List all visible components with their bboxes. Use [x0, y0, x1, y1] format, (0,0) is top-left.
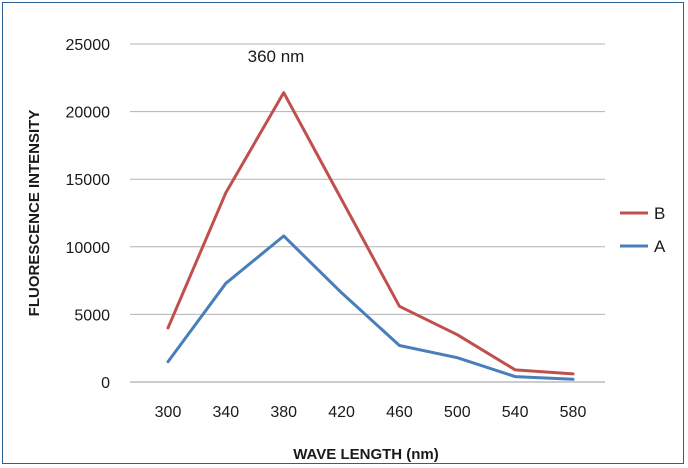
x-axis-ticks: 300 340 380 420 460 500 540 580	[155, 404, 587, 421]
x-tick-label: 420	[328, 404, 355, 421]
y-tick-label: 20000	[66, 105, 111, 122]
y-tick-label: 5000	[74, 307, 110, 324]
x-tick-label: 580	[560, 404, 587, 421]
x-tick-label: 460	[386, 404, 413, 421]
chart-frame	[2, 2, 684, 464]
y-axis-title: FLUORESCENCE INTENSITY	[26, 110, 43, 317]
series-lines	[166, 91, 575, 381]
legend: BA	[620, 204, 666, 256]
series-line-A	[166, 234, 575, 381]
gridlines	[130, 43, 605, 315]
x-tick-label: 300	[155, 404, 182, 421]
series-line-B	[166, 91, 575, 376]
x-axis-title: WAVE LENGTH (nm)	[293, 446, 439, 463]
x-tick-label: 540	[502, 404, 529, 421]
x-tick-label: 500	[444, 404, 471, 421]
x-tick-label: 380	[270, 404, 297, 421]
y-tick-label: 0	[101, 375, 110, 392]
y-tick-label: 10000	[66, 240, 111, 257]
legend-label-B: B	[654, 204, 665, 223]
legend-label-A: A	[654, 237, 666, 256]
y-tick-label: 15000	[66, 172, 111, 189]
x-tick-label: 340	[213, 404, 240, 421]
peak-annotation: 360 nm	[248, 47, 305, 66]
y-tick-label: 25000	[66, 37, 111, 54]
y-axis-ticks: 0 5000 10000 15000 20000 25000	[66, 37, 111, 392]
